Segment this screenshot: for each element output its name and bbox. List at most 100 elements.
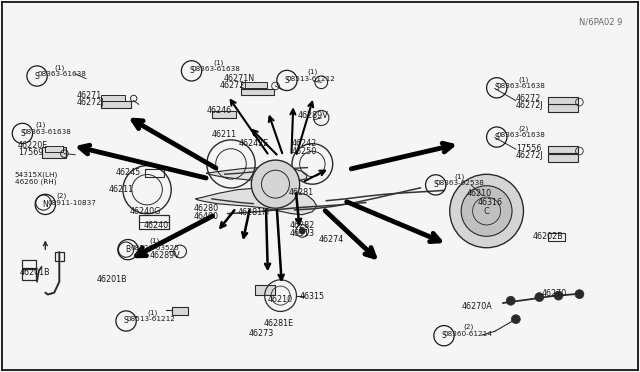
Circle shape [575,290,584,299]
Text: 54315X(LH): 54315X(LH) [15,172,58,178]
Text: (1): (1) [54,64,65,71]
Text: S: S [494,132,499,142]
Text: 46202B: 46202B [533,232,564,241]
Text: (1): (1) [35,122,45,128]
Text: (1): (1) [213,59,223,65]
Text: 46271: 46271 [77,91,102,100]
Text: (1): (1) [147,309,157,316]
Text: 46289V: 46289V [298,111,328,120]
Text: 46211: 46211 [212,130,237,139]
Text: (1): (1) [150,238,160,244]
FancyBboxPatch shape [100,102,131,108]
FancyBboxPatch shape [548,97,578,104]
Text: 08363-61638: 08363-61638 [191,66,241,72]
Text: 46245: 46245 [115,167,141,177]
Text: 08363-61638: 08363-61638 [22,129,71,135]
Text: S: S [285,76,289,85]
Text: 46272J: 46272J [220,81,247,90]
Text: 46272: 46272 [516,94,541,103]
Text: 46313: 46313 [289,228,314,238]
Text: 46272J: 46272J [516,151,543,160]
Text: (1): (1) [307,69,317,75]
Text: 46220E: 46220E [18,141,48,150]
FancyBboxPatch shape [548,146,578,153]
Text: N: N [42,200,48,209]
Text: 46211: 46211 [109,185,134,194]
Polygon shape [207,167,307,183]
FancyBboxPatch shape [45,145,63,152]
Text: C: C [484,206,490,215]
Text: 46201B: 46201B [20,268,51,277]
FancyBboxPatch shape [173,307,188,315]
Circle shape [535,293,544,302]
Text: 46201B: 46201B [96,275,127,284]
FancyBboxPatch shape [548,104,578,112]
Text: 46210: 46210 [268,295,293,304]
Text: 08513-61212: 08513-61212 [287,76,336,81]
Text: S: S [494,83,499,92]
Text: 46289V: 46289V [150,251,180,260]
Text: 46246: 46246 [207,106,232,115]
Text: (2): (2) [57,193,67,199]
Text: 46210: 46210 [467,189,492,198]
Text: 08363-61638: 08363-61638 [497,83,546,89]
Circle shape [252,160,300,208]
FancyBboxPatch shape [100,95,125,101]
FancyBboxPatch shape [241,82,268,88]
Text: 08360-61214: 08360-61214 [444,331,493,337]
FancyBboxPatch shape [548,154,578,162]
Text: 46274: 46274 [319,235,344,244]
Circle shape [554,291,563,300]
Text: 46280: 46280 [194,204,220,213]
Text: B: B [125,245,131,254]
Text: 08363-61638: 08363-61638 [497,132,546,138]
Text: (1): (1) [455,173,465,180]
Circle shape [511,315,520,324]
Text: 46270: 46270 [541,289,566,298]
Text: 46316: 46316 [477,198,502,207]
Text: (2): (2) [518,125,529,132]
Text: S: S [35,71,40,80]
Text: S: S [189,66,194,76]
Text: 46242E: 46242E [239,139,269,148]
Text: 46242: 46242 [291,139,317,148]
Text: S: S [20,129,25,138]
FancyBboxPatch shape [42,147,66,158]
Text: (2): (2) [463,324,474,330]
Text: 08120-63525: 08120-63525 [131,245,179,251]
Text: 46282: 46282 [289,221,315,230]
Text: 08363-61638: 08363-61638 [37,71,86,77]
Text: 08363-62538: 08363-62538 [436,180,484,186]
Text: 46272J: 46272J [77,97,105,107]
Text: 46270A: 46270A [461,302,492,311]
Text: S: S [442,331,446,340]
Text: 46260 (RH): 46260 (RH) [15,178,56,185]
Circle shape [506,296,515,305]
Text: 46240: 46240 [143,221,168,230]
FancyBboxPatch shape [241,89,273,95]
Text: 46273: 46273 [249,328,274,338]
Text: (1): (1) [518,76,529,83]
FancyBboxPatch shape [212,110,236,118]
Text: 08513-61212: 08513-61212 [126,316,175,322]
Text: S: S [124,317,129,326]
Text: S: S [433,180,438,189]
Circle shape [450,174,524,248]
Text: 46271N: 46271N [223,74,255,83]
Text: 46281E: 46281E [264,320,294,328]
Text: 08911-10837: 08911-10837 [48,199,97,206]
FancyBboxPatch shape [255,285,275,295]
Polygon shape [196,188,317,215]
Text: 46250: 46250 [291,147,317,155]
Circle shape [461,186,512,236]
Text: 46272J: 46272J [516,101,543,110]
Text: 17569: 17569 [18,148,44,157]
Text: 46240G: 46240G [129,206,161,215]
Text: 46400: 46400 [194,212,219,221]
Text: 46315: 46315 [300,292,324,301]
Text: N/6PA02 9: N/6PA02 9 [579,18,622,27]
Text: 46281M: 46281M [237,208,269,217]
Circle shape [299,228,305,234]
Text: 17556: 17556 [516,144,541,153]
Text: 46281: 46281 [288,188,314,197]
